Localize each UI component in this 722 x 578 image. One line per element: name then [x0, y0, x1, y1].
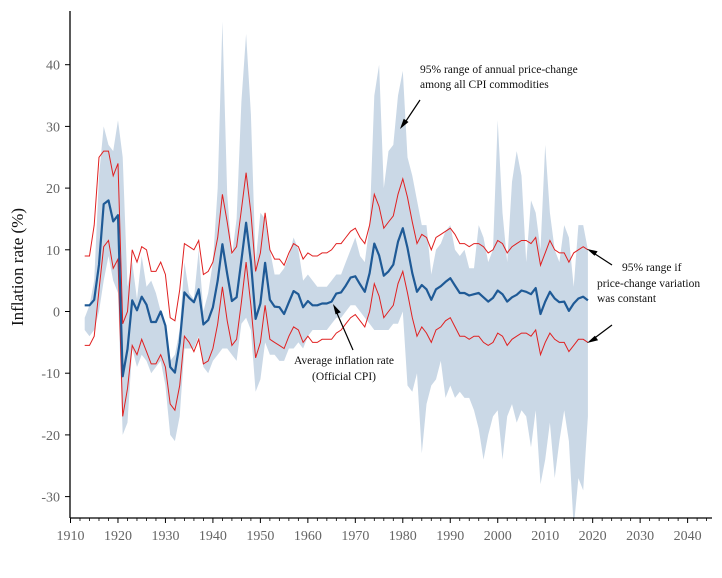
x-tick-label: 1940: [199, 529, 227, 544]
upper-range-line: [84, 150, 589, 324]
annotation-average-arrowhead: [333, 304, 341, 315]
x-tick-label: 2010: [531, 529, 559, 544]
annotation-constant-arrowhead-upper: [587, 249, 598, 256]
annotation-average-line-1: Average inflation rate: [294, 355, 394, 367]
annotation-constant-line-3: was constant: [597, 293, 657, 305]
y-tick-label: 40: [46, 59, 60, 74]
x-tick-label: 1980: [389, 529, 417, 544]
x-axis-ticks: 1910 1920 1930 1940 1950 1960 1970 1980 1990 2000…: [57, 518, 707, 544]
y-axis-title: Inflation rate (%): [8, 208, 27, 326]
lower-range-line: [84, 239, 589, 417]
x-tick-label: 2040: [674, 529, 702, 544]
annotation-commodities-line-2: among all CPI commodities: [420, 79, 549, 91]
y-axis-ticks: 40 30 20 10 0 -10 -20 -30: [41, 59, 70, 506]
x-tick-label: 1950: [246, 529, 274, 544]
annotation-average-arrow: [335, 310, 354, 351]
annotation-constant-line-1: 95% range if: [622, 262, 682, 274]
annotation-constant-range: 95% range if price-change variation was …: [587, 249, 700, 343]
x-tick-label: 2030: [626, 529, 654, 544]
y-tick-label: -20: [41, 429, 60, 444]
y-tick-label: 0: [53, 306, 60, 321]
y-tick-label: -10: [41, 367, 60, 382]
x-tick-label: 2020: [579, 529, 607, 544]
x-tick-label: 2000: [484, 529, 512, 544]
y-tick-label: -30: [41, 491, 60, 506]
x-tick-label: 1970: [341, 529, 369, 544]
x-tick-label: 1920: [104, 529, 132, 544]
annotation-commodities-arrow: [403, 99, 421, 125]
x-tick-label: 1930: [151, 529, 179, 544]
x-tick-label: 1960: [294, 529, 322, 544]
annotation-commodities-line-1: 95% range of annual price-change: [420, 64, 578, 76]
x-tick-label: 1990: [436, 529, 464, 544]
commodity-range-band: [84, 21, 588, 518]
annotation-average-inflation: Average inflation rate (Official CPI): [294, 304, 394, 383]
x-tick-label: 1910: [57, 529, 85, 544]
annotation-constant-arrowhead-lower: [587, 335, 599, 343]
annotation-average-line-2: (Official CPI): [312, 371, 376, 383]
y-tick-label: 10: [46, 244, 60, 259]
plot-area: [84, 21, 589, 518]
annotation-commodities-arrowhead: [400, 118, 409, 129]
axes: [69, 11, 712, 519]
y-tick-label: 20: [46, 182, 60, 197]
y-tick-label: 30: [46, 120, 60, 135]
annotation-commodities-range: 95% range of annual price-change among a…: [400, 64, 578, 129]
average-inflation-line: [84, 199, 589, 378]
annotation-constant-line-2: price-change variation: [597, 278, 700, 290]
